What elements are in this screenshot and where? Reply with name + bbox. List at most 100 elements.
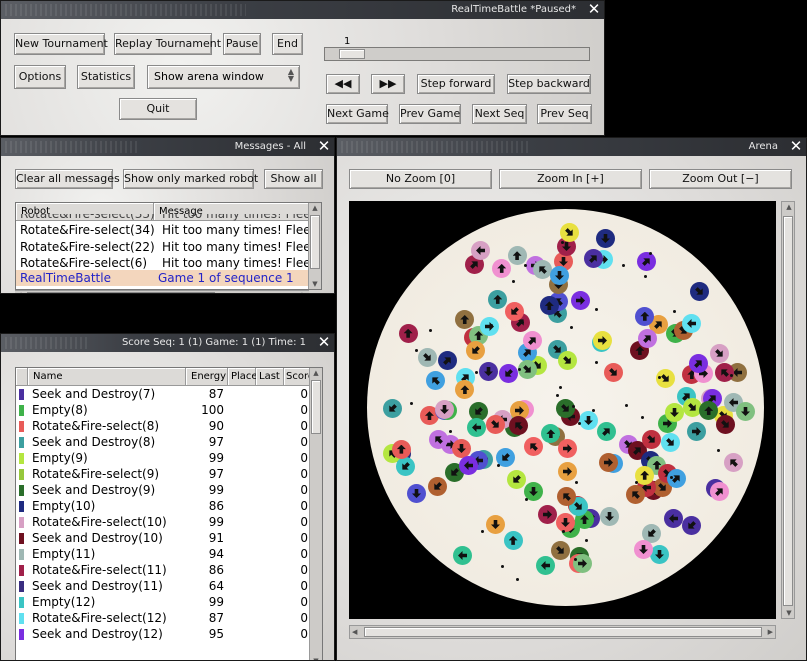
scroll-right-icon[interactable]: ▶ — [302, 291, 307, 293]
score-row[interactable]: Rotate&Fire-select(12) 87 0 — [16, 610, 310, 626]
score-col-color[interactable] — [16, 368, 28, 386]
show-marked-robot-button[interactable]: Show only marked robot — [123, 169, 258, 189]
rewind-button[interactable]: ◀◀ — [326, 74, 360, 94]
messages-col-robot[interactable]: Robot — [16, 203, 154, 221]
score-titlebar[interactable]: Score Seq: 1 (1) Game: 1 (1) Time: 1 ✕ — [1, 334, 334, 352]
messages-titlebar[interactable]: Messages - All ✕ — [1, 138, 334, 156]
quit-button[interactable]: Quit — [119, 98, 197, 120]
arena-canvas[interactable] — [349, 201, 776, 619]
score-cell-score: 0 — [300, 547, 308, 561]
score-row[interactable]: Empty(8) 100 0 — [16, 402, 310, 418]
scroll-up-icon[interactable]: ▲ — [786, 203, 792, 211]
fast-forward-button[interactable]: ▶▶ — [371, 74, 405, 94]
clear-messages-button[interactable]: Clear all messages — [15, 169, 120, 189]
score-row[interactable]: Rotate&Fire-select(11) 86 0 — [16, 562, 310, 578]
prev-game-button[interactable]: Prev Game — [399, 104, 461, 124]
arena-hscroll-thumb[interactable] — [364, 627, 762, 637]
arena-vscroll-thumb[interactable] — [783, 216, 793, 606]
shot-icon — [500, 565, 504, 569]
score-row[interactable]: Seek and Destroy(7) 87 0 — [16, 386, 310, 402]
messages-hscrollbar[interactable]: ◀ ▶ — [15, 290, 309, 293]
arena-titlebar[interactable]: Arena ✕ — [337, 138, 806, 156]
arena-vscrollbar[interactable]: ▲ ▼ — [781, 201, 795, 619]
message-row[interactable]: Rotate&Fire-select(6) Hit too many times… — [16, 255, 315, 271]
scroll-left-icon[interactable]: ◀ — [352, 628, 358, 636]
shot-icon — [621, 263, 625, 267]
arena-window-select[interactable]: Show arena window ▲ ▼ — [147, 65, 300, 89]
new-tournament-button[interactable]: New Tournament — [14, 33, 108, 55]
zoom-in-button[interactable]: Zoom In [+] — [499, 169, 642, 189]
replay-slider[interactable] — [324, 47, 590, 61]
message-row[interactable]: Rotate&Fire-select(22) Hit too many time… — [16, 239, 315, 255]
scroll-left-icon[interactable]: ◀ — [16, 291, 21, 293]
robot-icon — [664, 509, 684, 529]
score-row[interactable]: Seek and Destroy(11) 64 0 — [16, 578, 310, 594]
robot-icon — [398, 323, 418, 343]
scroll-up-icon[interactable]: ▲ — [312, 204, 318, 212]
scroll-down-icon[interactable]: ▼ — [786, 609, 792, 617]
close-icon[interactable]: ✕ — [317, 137, 331, 155]
close-icon[interactable]: ✕ — [317, 333, 331, 351]
score-col-score[interactable]: Score — [284, 368, 314, 386]
replay-slider-thumb[interactable] — [339, 49, 365, 59]
score-row[interactable]: Empty(10) 86 0 — [16, 498, 310, 514]
score-row[interactable]: Rotate&Fire-select(10) 99 0 — [16, 514, 310, 530]
score-col-name[interactable]: Name — [28, 368, 186, 386]
message-row[interactable]: Rotate&Fire-select(34) Hit too many time… — [16, 222, 315, 238]
close-icon[interactable]: ✕ — [587, 0, 601, 18]
message-row-selected[interactable]: RealTimeBattle Game 1 of sequence 1 — [16, 270, 308, 286]
messages-list[interactable]: Robot Message Rotate&Fire-select(33) Hit… — [15, 202, 322, 290]
robot-icon — [633, 247, 661, 275]
step-backward-button[interactable]: Step backward — [507, 74, 591, 94]
step-forward-button[interactable]: Step forward — [417, 74, 495, 94]
score-scroll-thumb[interactable] — [311, 380, 321, 434]
robot-color-swatch — [19, 437, 24, 448]
next-seq-button[interactable]: Next Seq — [472, 104, 527, 124]
end-button[interactable]: End — [272, 33, 303, 55]
score-row[interactable]: Seek and Destroy(10) 91 0 — [16, 530, 310, 546]
score-row[interactable]: Seek and Destroy(8) 97 0 — [16, 434, 310, 450]
score-row[interactable]: Empty(12) 99 0 — [16, 594, 310, 610]
scroll-down-icon[interactable]: ▼ — [312, 280, 318, 288]
score-col-last[interactable]: Last — [256, 368, 284, 386]
zoom-out-button[interactable]: Zoom Out [−] — [649, 169, 792, 189]
score-cell-energy: 91 — [208, 531, 224, 545]
arena-hscrollbar[interactable]: ◀ ▶ — [349, 625, 776, 639]
score-row[interactable]: Empty(11) 94 0 — [16, 546, 310, 562]
score-row[interactable]: Rotate&Fire-select(9) 97 0 — [16, 466, 310, 482]
score-cell-name: Seek and Destroy(12) — [32, 627, 163, 641]
show-all-button[interactable]: Show all — [264, 169, 323, 189]
close-icon[interactable]: ✕ — [789, 137, 803, 155]
scroll-down-icon[interactable]: ▼ — [313, 657, 319, 661]
score-col-energy[interactable]: Energy — [186, 368, 228, 386]
score-row[interactable]: Empty(9) 99 0 — [16, 450, 310, 466]
score-row[interactable]: Seek and Destroy(12) 95 0 — [16, 626, 310, 642]
robot-icon — [455, 380, 475, 400]
score-vscrollbar[interactable]: ▲ ▼ — [309, 368, 322, 661]
replay-tournament-button[interactable]: Replay Tournament — [114, 33, 221, 55]
messages-vscrollbar[interactable]: ▲ ▼ — [308, 203, 321, 289]
score-cell-score: 0 — [300, 627, 308, 641]
no-zoom-button[interactable]: No Zoom [0] — [349, 169, 492, 189]
pause-button[interactable]: Pause — [223, 33, 261, 55]
statistics-button[interactable]: Statistics — [77, 65, 135, 89]
prev-seq-button[interactable]: Prev Seq — [537, 104, 592, 124]
messages-scroll-thumb[interactable] — [310, 215, 320, 269]
scroll-right-icon[interactable]: ▶ — [767, 628, 773, 636]
scroll-up-icon[interactable]: ▲ — [313, 369, 319, 377]
robot-color-swatch — [19, 453, 24, 464]
score-row[interactable]: Seek and Destroy(9) 99 0 — [16, 482, 310, 498]
robot-icon — [599, 359, 627, 387]
shot-icon — [524, 498, 528, 502]
shot-icon — [497, 464, 501, 468]
score-col-place[interactable]: Place — [228, 368, 258, 386]
score-table[interactable]: Name Energy Place Last Score Seek and De… — [15, 367, 323, 661]
options-button[interactable]: Options — [14, 65, 66, 89]
messages-hscroll-thumb[interactable] — [27, 292, 215, 293]
score-row[interactable]: Rotate&Fire-select(8) 90 0 — [16, 418, 310, 434]
next-game-button[interactable]: Next Game — [326, 104, 389, 124]
control-titlebar[interactable]: RealTimeBattle *Paused* ✕ — [1, 1, 604, 19]
shot-icon — [669, 475, 673, 479]
message-row-partial[interactable]: Rotate&Fire-select(33) Hit too many time… — [20, 214, 308, 221]
shot-icon — [658, 376, 662, 380]
